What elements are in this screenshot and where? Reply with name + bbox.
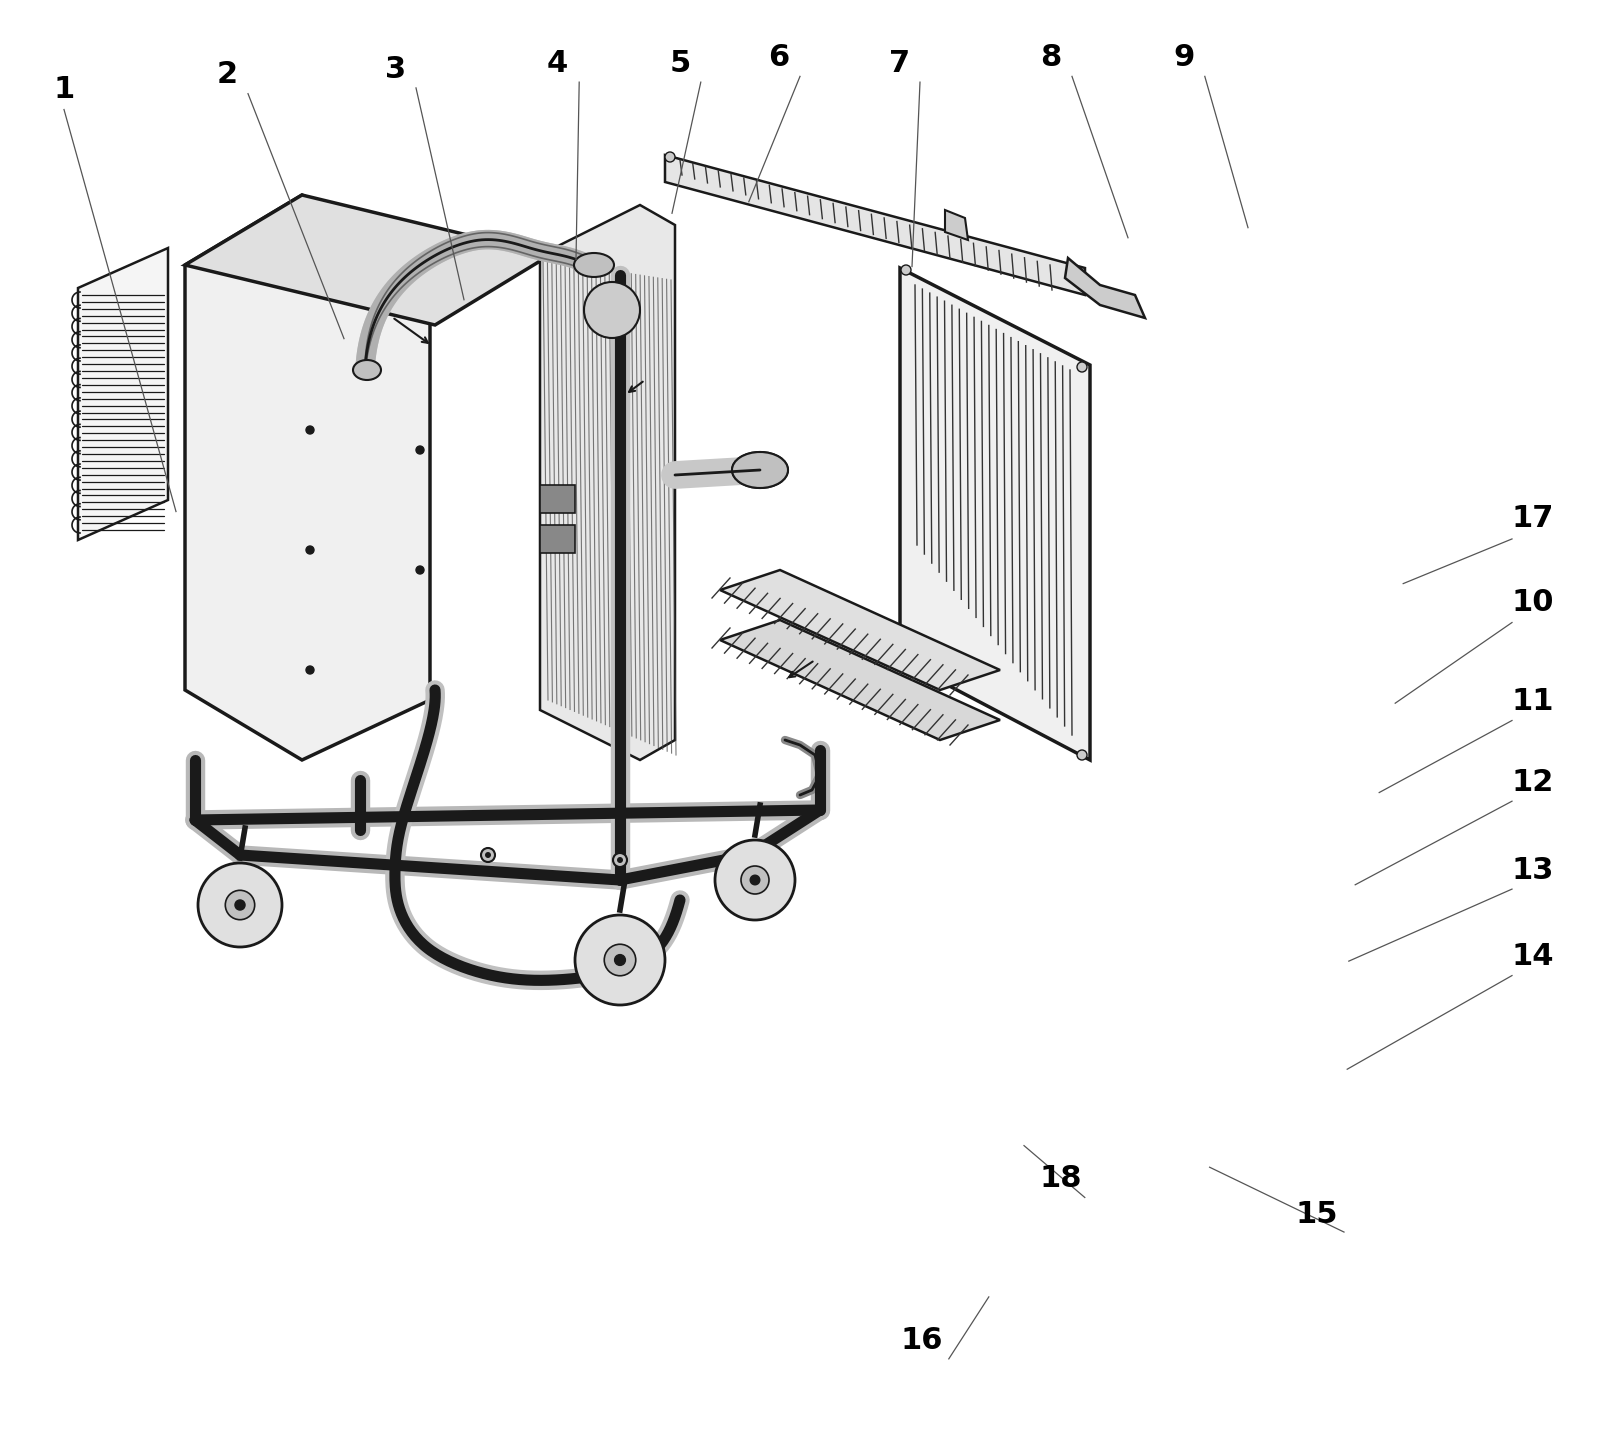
Polygon shape xyxy=(899,268,1090,759)
Circle shape xyxy=(416,566,424,574)
Circle shape xyxy=(1070,269,1080,280)
Text: 16: 16 xyxy=(901,1326,942,1355)
Circle shape xyxy=(741,866,770,893)
Circle shape xyxy=(306,666,314,674)
Polygon shape xyxy=(946,210,968,241)
Text: 1: 1 xyxy=(53,75,75,104)
Text: 15: 15 xyxy=(1296,1200,1338,1229)
Circle shape xyxy=(750,875,760,885)
Text: 6: 6 xyxy=(768,43,790,72)
Ellipse shape xyxy=(733,452,787,488)
Text: 18: 18 xyxy=(1040,1164,1082,1193)
Circle shape xyxy=(485,852,491,857)
Text: 17: 17 xyxy=(1512,504,1554,533)
Circle shape xyxy=(1077,362,1086,372)
Circle shape xyxy=(613,853,627,867)
Circle shape xyxy=(306,427,314,434)
Circle shape xyxy=(226,891,254,919)
Text: 12: 12 xyxy=(1512,768,1554,797)
Circle shape xyxy=(605,944,635,976)
Text: 8: 8 xyxy=(1040,43,1062,72)
Text: 3: 3 xyxy=(384,55,406,84)
Ellipse shape xyxy=(733,452,787,488)
Bar xyxy=(541,525,574,553)
Polygon shape xyxy=(541,205,675,759)
Circle shape xyxy=(901,650,910,660)
Text: 2: 2 xyxy=(216,61,238,89)
Circle shape xyxy=(901,265,910,275)
Polygon shape xyxy=(720,571,1000,690)
Ellipse shape xyxy=(354,360,381,380)
Circle shape xyxy=(198,863,282,947)
Circle shape xyxy=(1077,749,1086,759)
Ellipse shape xyxy=(574,254,614,277)
Circle shape xyxy=(618,857,622,863)
Circle shape xyxy=(715,840,795,919)
Polygon shape xyxy=(78,248,168,540)
Text: 9: 9 xyxy=(1173,43,1195,72)
Circle shape xyxy=(416,447,424,454)
Polygon shape xyxy=(186,195,550,326)
Text: 11: 11 xyxy=(1512,687,1554,716)
Text: 13: 13 xyxy=(1512,856,1554,885)
Circle shape xyxy=(482,847,494,862)
Text: 7: 7 xyxy=(888,49,910,78)
Circle shape xyxy=(574,915,666,1004)
Polygon shape xyxy=(666,156,1085,295)
Circle shape xyxy=(306,546,314,553)
Text: 5: 5 xyxy=(669,49,691,78)
Circle shape xyxy=(666,151,675,161)
Polygon shape xyxy=(186,195,430,759)
Text: 4: 4 xyxy=(546,49,568,78)
Polygon shape xyxy=(1066,258,1146,318)
Text: 14: 14 xyxy=(1512,942,1554,971)
Circle shape xyxy=(235,901,245,911)
Bar xyxy=(541,486,574,513)
Circle shape xyxy=(584,282,640,339)
Circle shape xyxy=(614,954,626,965)
Polygon shape xyxy=(720,620,1000,741)
Text: 10: 10 xyxy=(1512,588,1554,617)
